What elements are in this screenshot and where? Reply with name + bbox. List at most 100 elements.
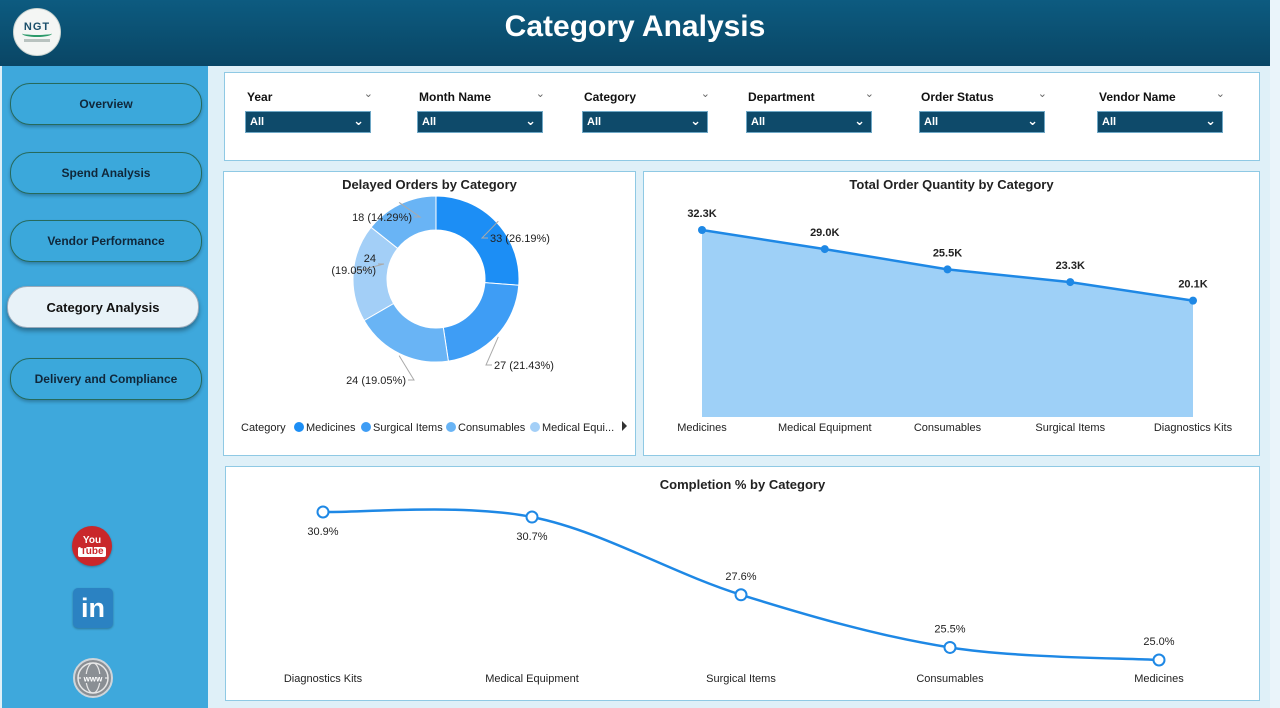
donut-leader-line (398, 355, 415, 381)
header-bar: NGT Category Analysis (0, 0, 1270, 66)
logo-tagline (24, 39, 50, 42)
completion-point (525, 510, 539, 524)
filter-year-label: Year (247, 90, 273, 104)
delayed-orders-donut-chart: 33 (26.19%) 27 (21.43%) 24 (19.05%)24 (19.0… (241, 195, 627, 434)
logo-swoosh-icon (22, 30, 52, 37)
legend-marker (446, 422, 456, 432)
nav-category-analysis-button[interactable]: Category Analysis (7, 286, 199, 328)
legend-item-surgical-items: Surgical Items (373, 422, 443, 434)
legend-marker (530, 422, 540, 432)
youtube-icon-text-bottom: Tube (78, 545, 106, 557)
area-point (820, 245, 829, 254)
x-axis-tick-surgical-items: Surgical Items (706, 673, 776, 685)
month-name-select[interactable]: All ⌄ (417, 111, 543, 133)
year-select[interactable]: All ⌄ (245, 111, 371, 133)
linkedin-icon[interactable]: in (73, 588, 113, 628)
area-data-label: 20.1K (1178, 279, 1207, 291)
globe-icon-svg: www (77, 662, 109, 694)
chevron-down-icon: ⌄ (854, 113, 865, 128)
filter-order-status-label: Order Status (921, 90, 994, 104)
order-status-select[interactable]: All ⌄ (919, 111, 1045, 133)
x-axis-tick-surgical-items: Surgical Items (1035, 422, 1105, 434)
completion-line (322, 508, 1160, 662)
donut-data-label: 18 (14.29%) (352, 212, 412, 224)
right-edge-strip (1270, 0, 1280, 708)
department-select[interactable]: All ⌄ (746, 111, 872, 133)
x-axis-tick-diagnostics-kits: Diagnostics Kits (284, 673, 363, 685)
completion-data-label: 30.7% (516, 531, 547, 543)
chevron-down-icon: ⌄ (353, 113, 364, 128)
donut-data-label: 33 (26.19%) (490, 233, 550, 245)
legend-next-arrow-icon (622, 421, 627, 431)
area-point (1189, 296, 1197, 305)
area-point (943, 265, 952, 274)
vendor-name-select[interactable]: All ⌄ (1097, 111, 1223, 133)
linkedin-icon-text: in (81, 592, 105, 623)
filters-panel: Year ⌄ All ⌄ Month Name ⌄ All ⌄ Category ⌄… (224, 72, 1260, 161)
year-select-value: All (250, 116, 265, 128)
donut-slice (442, 282, 520, 362)
donut-leader-line (351, 263, 385, 274)
completion-point (734, 588, 748, 602)
chevron-down-icon[interactable]: ⌄ (700, 88, 710, 100)
completion-chart-title: Completion % by Category (659, 477, 826, 492)
donut-leader-line (398, 202, 422, 218)
donut-data-label-line: 33 (26.19%) (490, 233, 550, 245)
legend-item-consumables: Consumables (458, 422, 526, 434)
youtube-icon[interactable]: You Tube (72, 526, 112, 566)
x-axis-tick-medicines: Medicines (1134, 673, 1184, 685)
donut-slice (370, 195, 437, 250)
legend-item-medicines: Medicines (306, 422, 356, 434)
legend-item-medical-equi: Medical Equi... (542, 422, 614, 434)
donut-data-label-line: 18 (14.29%) (352, 212, 412, 224)
x-axis-tick-consumables: Consumables (916, 673, 984, 685)
completion-point (1152, 653, 1166, 667)
delayed-orders-chart-title: Delayed Orders by Category (342, 177, 517, 192)
x-axis-tick-medicines: Medicines (677, 422, 727, 434)
completion-data-label: 27.6% (725, 571, 756, 583)
chevron-down-icon[interactable]: ⌄ (1215, 88, 1225, 100)
x-axis-tick-consumables: Consumables (914, 422, 982, 434)
donut-data-label: 24 (19.05%) (331, 253, 376, 277)
donut-data-label-line: 27 (21.43%) (494, 360, 554, 372)
company-logo: NGT (13, 8, 61, 56)
donut-leader-line (480, 220, 499, 239)
nav-overview-button[interactable]: Overview (10, 83, 202, 125)
chevron-down-icon[interactable]: ⌄ (864, 88, 874, 100)
legend-marker (361, 422, 371, 432)
chevron-down-icon: ⌄ (1205, 113, 1216, 128)
youtube-icon-text-top: You (82, 534, 102, 546)
filter-category-label: Category (584, 90, 637, 104)
legend-marker (294, 422, 304, 432)
area-data-label: 32.3K (687, 208, 716, 220)
delayed-orders-chart-panel: Delayed Orders by Category 33 (26.19%) 27… (223, 171, 636, 456)
department-select-value: All (751, 116, 766, 128)
globe-icon-text: www (83, 675, 103, 684)
chevron-down-icon[interactable]: ⌄ (1037, 88, 1047, 100)
completion-data-label: 25.5% (934, 623, 965, 635)
nav-delivery-compliance-button[interactable]: Delivery and Compliance (10, 358, 202, 400)
month-name-select-value: All (422, 116, 437, 128)
completion-line-chart: 30.9% Diagnostics Kits 30.7% Medical Equipm… (284, 505, 1184, 685)
nav-vendor-performance-button[interactable]: Vendor Performance (10, 220, 202, 262)
logo-text: NGT (23, 21, 51, 33)
order-quantity-chart-panel: Total Order Quantity by Category 32.3K Me… (643, 171, 1260, 456)
area-data-label: 23.3K (1056, 260, 1085, 272)
donut-data-label-line: 24 (364, 253, 376, 265)
nav-spend-analysis-button[interactable]: Spend Analysis (10, 152, 202, 194)
filter-department-label: Department (748, 90, 815, 104)
completion-point (943, 640, 957, 654)
donut-data-label-line: (19.05%) (331, 265, 376, 277)
completion-chart-panel: Completion % by Category 30.9% Diagnostic… (225, 466, 1260, 701)
globe-icon[interactable]: www (73, 658, 113, 698)
order-status-select-value: All (924, 116, 939, 128)
filter-vendor-name-label: Vendor Name (1099, 90, 1176, 104)
chevron-down-icon[interactable]: ⌄ (535, 88, 545, 100)
chevron-down-icon: ⌄ (525, 113, 536, 128)
filter-month-name-label: Month Name (419, 90, 491, 104)
chevron-down-icon[interactable]: ⌄ (363, 88, 373, 100)
legend-title: Category (241, 422, 286, 434)
area-point (698, 226, 706, 234)
vendor-name-select-value: All (1102, 116, 1117, 128)
category-select[interactable]: All ⌄ (582, 111, 708, 133)
